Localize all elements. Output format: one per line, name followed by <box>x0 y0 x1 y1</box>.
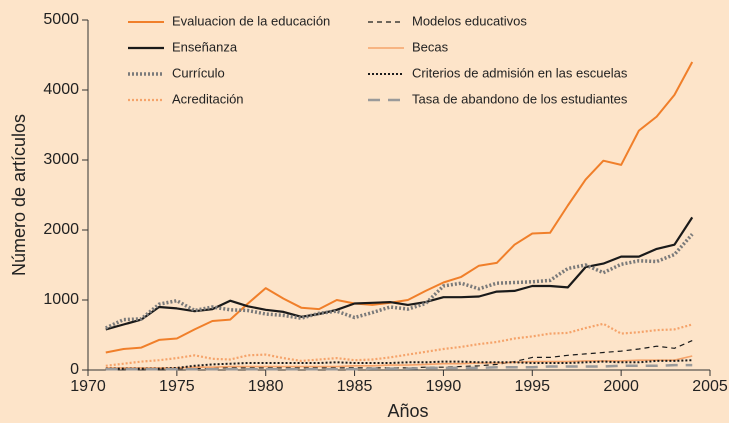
y-axis-title: Número de artículos <box>9 114 29 276</box>
x-tick-label: 2000 <box>603 378 639 395</box>
legend-label: Modelos educativos <box>412 13 527 28</box>
series-line <box>105 216 694 331</box>
x-tick-label: 1990 <box>426 378 462 395</box>
legend-label: Tasa de abandono de los estudiantes <box>412 91 628 106</box>
y-tick-label: 2000 <box>43 221 79 238</box>
series-line <box>105 355 693 369</box>
series-line <box>105 233 694 330</box>
x-tick-label: 1995 <box>514 378 550 395</box>
legend-label: Enseñanza <box>172 39 238 54</box>
legend-label: Acreditación <box>172 91 244 106</box>
y-tick-label: 0 <box>70 361 79 378</box>
legend-label: Criterios de admisión en las escuelas <box>412 65 628 80</box>
x-tick-label: 2005 <box>692 378 728 395</box>
series-line <box>105 322 693 367</box>
x-tick-label: 1970 <box>70 378 106 395</box>
y-tick-label: 4000 <box>43 81 79 98</box>
legend-label: Currículo <box>172 65 225 80</box>
y-tick-label: 1000 <box>43 291 79 308</box>
x-axis-title: Años <box>387 401 428 421</box>
y-tick-label: 5000 <box>43 11 79 28</box>
legend-label: Becas <box>412 39 449 54</box>
x-tick-label: 1980 <box>248 378 284 395</box>
series-line <box>105 363 693 371</box>
series-line <box>105 340 693 370</box>
x-tick-label: 1985 <box>337 378 373 395</box>
legend-label: Evaluacion de la educación <box>172 13 330 28</box>
y-tick-label: 3000 <box>43 151 79 168</box>
x-tick-label: 1975 <box>159 378 195 395</box>
series-line <box>105 61 694 354</box>
series-line <box>105 359 693 370</box>
